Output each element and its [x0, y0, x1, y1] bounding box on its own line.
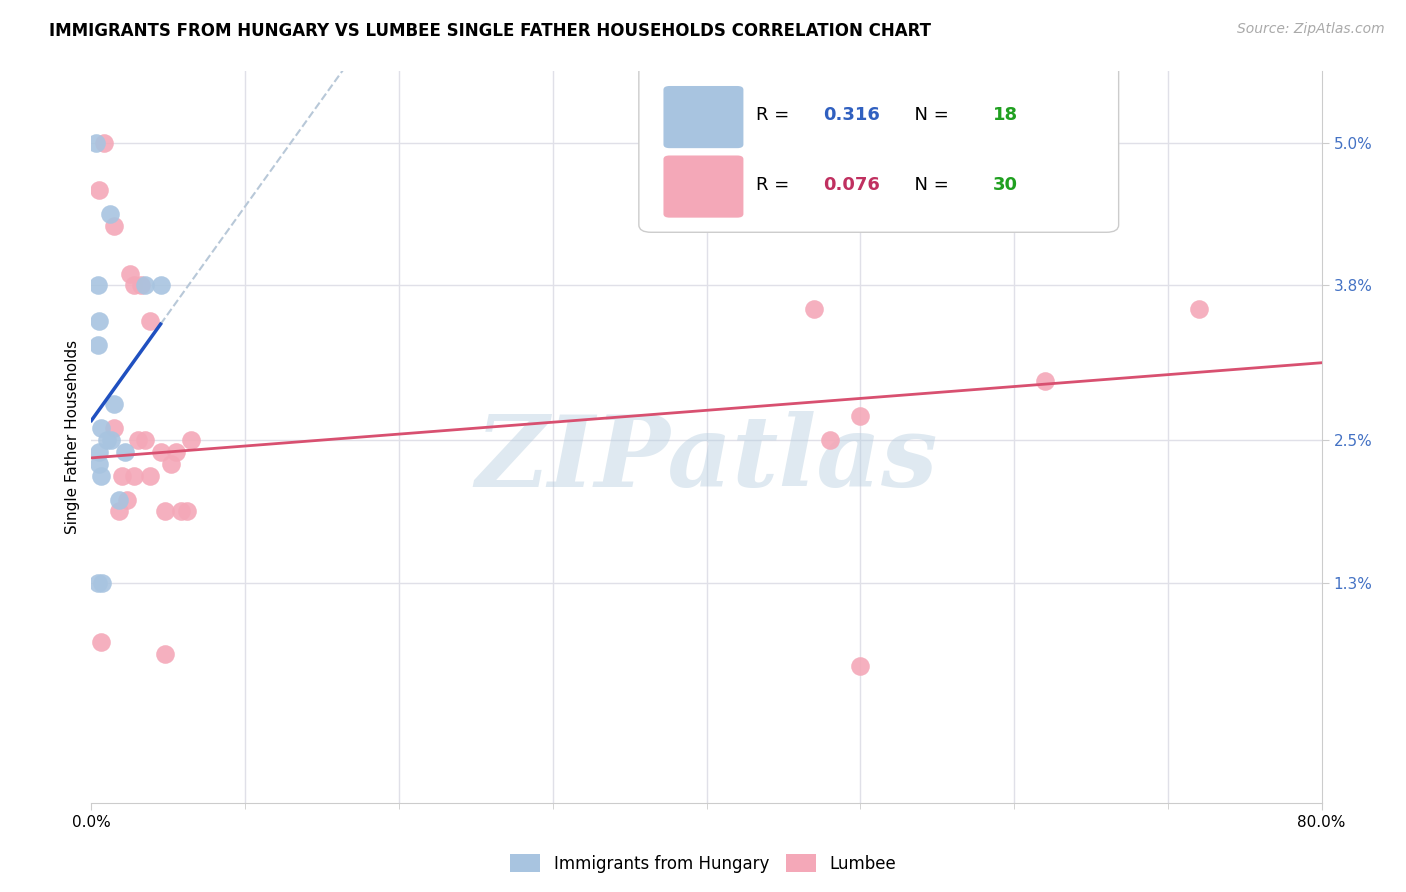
Text: 30: 30 [993, 176, 1018, 194]
Text: R =: R = [756, 176, 794, 194]
Point [134, 433, 156, 447]
Point [115, 492, 138, 507]
Point [114, 445, 136, 459]
Point [103, 219, 125, 233]
Point [90, 635, 112, 649]
Point [124, 468, 146, 483]
Point [803, 302, 825, 317]
Point [90, 421, 112, 435]
Point [153, 647, 177, 661]
Point [149, 278, 172, 293]
Point [118, 267, 141, 281]
Point [90, 468, 112, 483]
Text: R =: R = [756, 106, 794, 124]
Point [108, 504, 131, 518]
Text: N =: N = [903, 106, 955, 124]
Text: 18: 18 [993, 106, 1018, 124]
Point [93, 136, 115, 150]
Y-axis label: Single Father Households: Single Father Households [65, 340, 80, 534]
Point [91, 575, 114, 590]
Text: ZIPatlas: ZIPatlas [475, 411, 938, 508]
Point [103, 397, 125, 411]
Point [98, 207, 121, 221]
Point [87, 314, 110, 328]
Point [87, 183, 110, 197]
Point [1033, 374, 1056, 388]
Text: 0.076: 0.076 [824, 176, 880, 194]
Point [108, 492, 131, 507]
Point [124, 278, 146, 293]
Point [86, 278, 108, 293]
Legend: Immigrants from Hungary, Lumbee: Immigrants from Hungary, Lumbee [503, 847, 903, 880]
Text: Source: ZipAtlas.com: Source: ZipAtlas.com [1237, 22, 1385, 37]
Point [87, 445, 110, 459]
Point [127, 433, 149, 447]
Point [153, 504, 177, 518]
Point [86, 575, 108, 590]
Point [111, 468, 134, 483]
FancyBboxPatch shape [664, 86, 744, 148]
Point [87, 457, 110, 471]
Point [129, 278, 152, 293]
Point [134, 278, 156, 293]
Point [1187, 302, 1209, 317]
Point [139, 314, 162, 328]
Point [96, 433, 118, 447]
Point [169, 504, 191, 518]
Point [849, 659, 872, 673]
Point [86, 338, 108, 352]
Point [139, 468, 162, 483]
Point [165, 445, 187, 459]
Text: N =: N = [903, 176, 955, 194]
Point [160, 457, 183, 471]
Text: 0.316: 0.316 [824, 106, 880, 124]
Text: IMMIGRANTS FROM HUNGARY VS LUMBEE SINGLE FATHER HOUSEHOLDS CORRELATION CHART: IMMIGRANTS FROM HUNGARY VS LUMBEE SINGLE… [49, 22, 931, 40]
Point [818, 433, 841, 447]
Point [84, 136, 107, 150]
FancyBboxPatch shape [638, 64, 1119, 232]
Point [100, 433, 122, 447]
Point [149, 445, 172, 459]
Point [180, 433, 202, 447]
Point [103, 421, 125, 435]
FancyBboxPatch shape [664, 155, 744, 218]
Point [176, 504, 198, 518]
Point [849, 409, 872, 424]
